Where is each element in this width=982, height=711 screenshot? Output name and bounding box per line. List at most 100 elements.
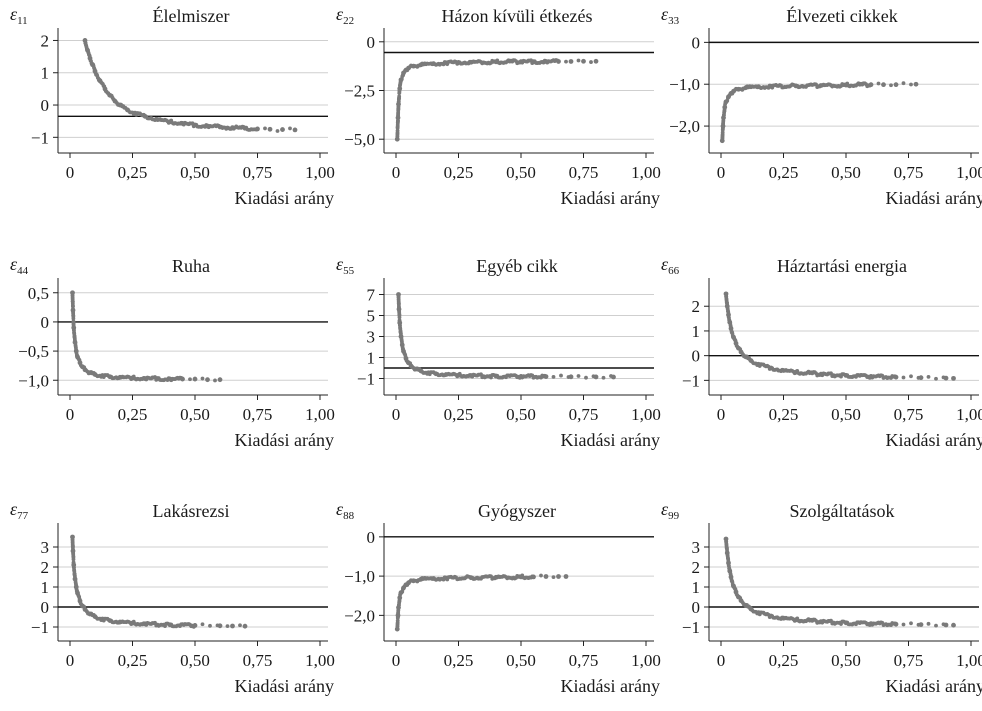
data-point-fill [941, 622, 946, 627]
epsilon-symbol: ε [336, 4, 344, 24]
epsilon-symbol: ε [336, 499, 344, 519]
x-tick-label: 0,50 [506, 405, 536, 424]
data-point-fill [934, 623, 938, 628]
x-tick-label: 0 [717, 163, 726, 182]
data-point-fill [401, 73, 405, 78]
data-point-fill [926, 374, 931, 379]
data-point [951, 622, 956, 628]
data-point [280, 127, 285, 132]
data-point-fill [551, 374, 556, 379]
data-point-fill [909, 82, 913, 87]
data-point-fill [901, 81, 906, 86]
data-point-fill [208, 623, 212, 628]
data-point [242, 623, 248, 629]
y-tick-label: −1 [682, 371, 700, 390]
x-tick-label: 0,25 [769, 163, 799, 182]
x-tick-label: 1,00 [305, 163, 335, 182]
data-point-fill [530, 574, 535, 579]
x-tick-label: 0,75 [894, 405, 924, 424]
data-point [556, 574, 561, 579]
x-tick-label: 1,00 [305, 405, 335, 424]
scatter-series [396, 292, 616, 380]
y-tick-label: −1,0 [18, 371, 49, 390]
data-point-fill [200, 376, 205, 381]
x-tick-label: 0,25 [444, 163, 474, 182]
y-tick-label: 3 [367, 328, 376, 347]
data-point-fill [71, 325, 76, 329]
data-point-fill [555, 58, 560, 63]
epsilon-symbol: ε [336, 254, 344, 274]
y-tick-label: −1 [357, 370, 375, 389]
chart-title: Házon kívüli étkezés [442, 6, 593, 26]
data-point-fill [74, 582, 78, 587]
data-point-fill [726, 559, 731, 564]
data-point-fill [77, 358, 82, 363]
data-point [893, 82, 899, 88]
scatter-series [394, 58, 599, 142]
data-point-fill [200, 622, 205, 627]
data-point-fill [792, 618, 797, 623]
data-point-fill [934, 376, 938, 381]
y-tick-label: 2 [692, 297, 701, 316]
data-point-fill [455, 374, 460, 379]
epsilon-symbol: ε [661, 254, 669, 274]
data-point-fill [215, 623, 220, 628]
y-axis-label: ε11 [10, 4, 28, 27]
data-point-fill [397, 315, 402, 320]
scatter-series [723, 291, 956, 381]
data-point-fill [589, 60, 593, 64]
x-tick-label: 0,25 [118, 651, 148, 670]
y-tick-label: 0 [692, 33, 701, 52]
x-axis-label: Kiadási arány [561, 676, 660, 696]
scatter-series [70, 290, 223, 383]
y-axis-label: ε55 [336, 254, 355, 277]
chart-panel-5: −1 1 3 5 7 0 0,25 0,50 0,75 1,00 Kiadási arány Egyé… [336, 254, 661, 450]
epsilon-symbol: ε [10, 499, 18, 519]
data-point-fill [539, 573, 543, 578]
y-tick-label: 0 [692, 598, 701, 617]
data-point-fill [204, 123, 209, 127]
data-point-fill [576, 374, 581, 378]
data-point-fill [584, 375, 588, 380]
y-axis-label: ε88 [336, 499, 355, 522]
x-axis-label: Kiadási arány [886, 430, 982, 450]
x-tick-label: 0,75 [569, 651, 599, 670]
data-point-fill [733, 338, 738, 343]
data-point-fill [738, 347, 743, 352]
data-point-fill [892, 374, 897, 379]
y-tick-label: 3 [41, 538, 50, 557]
x-axis-label: Kiadási arány [886, 676, 982, 696]
data-point-fill [129, 377, 134, 382]
data-point-fill [225, 624, 230, 628]
data-point-fill [254, 127, 259, 132]
y-tick-label: 0 [692, 347, 701, 366]
data-point-fill [400, 341, 404, 346]
data-point-fill [417, 367, 422, 372]
data-point-fill [395, 137, 400, 142]
data-point [568, 59, 574, 64]
data-point-fill [730, 91, 735, 96]
data-point-fill [213, 378, 217, 383]
data-point-fill [738, 595, 743, 600]
y-tick-label: 0 [41, 313, 50, 332]
data-point-fill [129, 622, 134, 627]
x-tick-label: 0,25 [444, 651, 474, 670]
x-tick-label: 1,00 [631, 163, 661, 182]
x-tick-label: 0 [717, 405, 726, 424]
data-point-fill [275, 129, 280, 133]
x-tick-label: 1,00 [631, 405, 661, 424]
data-point-fill [442, 60, 447, 64]
epsilon-subscript: 55 [343, 265, 355, 277]
data-point-fill [71, 557, 76, 562]
x-axis-label: Kiadási arány [235, 430, 334, 450]
data-point-fill [102, 84, 107, 89]
x-tick-label: 0 [717, 651, 726, 670]
x-tick-label: 1,00 [956, 651, 982, 670]
data-point-fill [722, 107, 727, 112]
data-point-fill [901, 375, 906, 380]
y-tick-label: −0,5 [18, 342, 49, 361]
chart-panel-2: −5,0 −2,5 0 0 0,25 0,50 0,75 1,00 Kiadási arány H… [336, 4, 661, 208]
data-point-fill [77, 597, 82, 601]
x-tick-label: 0 [66, 163, 75, 182]
